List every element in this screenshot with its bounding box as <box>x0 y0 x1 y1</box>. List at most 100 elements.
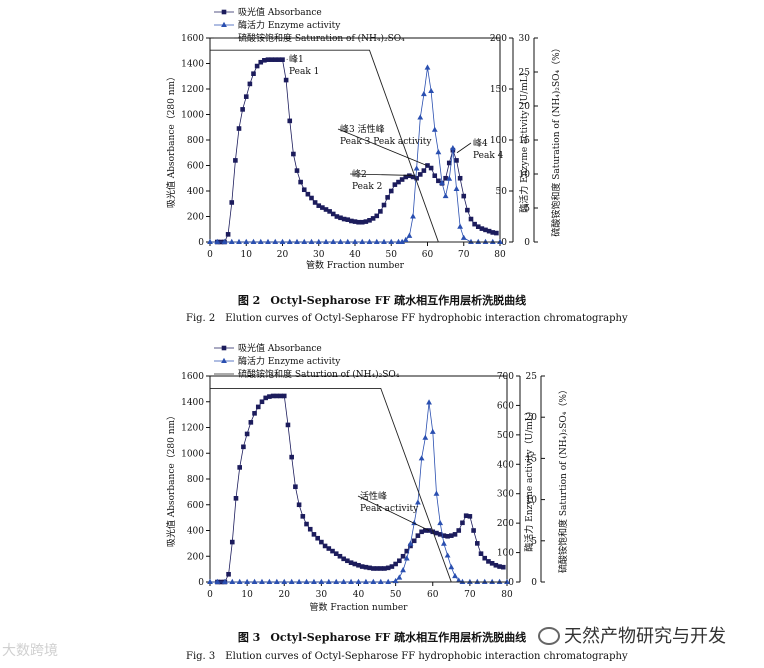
enzyme-point <box>406 232 413 238</box>
absorbance-point <box>330 211 336 217</box>
enzyme-point <box>385 578 392 584</box>
enzyme-point <box>281 578 288 584</box>
enzyme-point <box>279 238 286 244</box>
y-right1-tick-label: 700 <box>497 372 514 382</box>
absorbance-point <box>363 564 369 570</box>
enzyme-point <box>433 490 440 496</box>
absorbance-point <box>274 393 280 399</box>
absorbance-point <box>463 513 469 518</box>
enzyme-point <box>243 238 250 244</box>
y-right1-axis-label: 酶活力 Enzyme activity（U/mL） <box>518 67 530 212</box>
absorbance-point <box>479 226 485 231</box>
absorbance-point <box>345 217 351 222</box>
enzyme-point <box>333 578 340 584</box>
absorbance-point <box>276 57 282 62</box>
absorbance-point <box>315 535 320 541</box>
absorbance-point <box>437 532 443 537</box>
x-tick-label: 0 <box>207 590 213 600</box>
absorbance-point <box>320 205 325 210</box>
enzyme-point <box>296 578 302 584</box>
enzyme-point <box>359 238 366 244</box>
y-left-tick-label: 200 <box>187 213 204 223</box>
y-right2-tick-label: 0 <box>531 578 537 588</box>
absorbance-point <box>385 195 390 200</box>
wechat-icon <box>538 627 560 645</box>
y-right2-tick-label: 5 <box>524 204 530 214</box>
enzyme-point <box>431 126 438 132</box>
absorbance-point <box>236 126 242 131</box>
enzyme-point <box>381 238 387 244</box>
caption-en-label: Fig. 2 <box>186 313 216 324</box>
absorbance-point <box>359 219 365 225</box>
absorbance-point <box>399 177 405 182</box>
absorbance-point <box>374 213 380 219</box>
absorbance-point <box>293 484 298 490</box>
annotation-text: 峰4 <box>473 138 488 149</box>
legend-square-marker <box>221 345 227 351</box>
y-left-tick-label: 1600 <box>181 372 204 382</box>
enzyme-point <box>437 519 444 526</box>
absorbance-point <box>371 566 376 571</box>
enzyme-point <box>429 428 436 434</box>
enzyme-point <box>407 540 414 546</box>
enzyme-point <box>475 238 482 244</box>
absorbance-point <box>341 216 347 222</box>
absorbance-point <box>415 533 421 538</box>
absorbance-point <box>378 209 383 214</box>
absorbance-point <box>258 59 264 65</box>
absorbance-point <box>233 496 239 501</box>
series-line-triangle <box>210 402 507 583</box>
y-right2-tick-label: 5 <box>531 537 537 547</box>
absorbance-point <box>287 118 293 124</box>
series-line-line <box>210 49 500 243</box>
absorbance-point <box>263 395 268 401</box>
absorbance-point <box>272 57 278 62</box>
enzyme-point <box>273 578 280 584</box>
annotation-arrow <box>337 128 428 166</box>
absorbance-point <box>410 174 416 180</box>
y-right1-tick-label: 200 <box>497 519 514 529</box>
absorbance-point <box>403 174 409 180</box>
watermark-right-text: 天然产物研究与开发 <box>564 626 726 647</box>
enzyme-point <box>259 578 265 584</box>
series-line-square <box>217 395 504 583</box>
enzyme-point <box>415 499 421 505</box>
absorbance-point <box>393 561 398 567</box>
enzyme-point <box>373 238 380 244</box>
y-left-tick-label: 1000 <box>181 449 204 459</box>
absorbance-point <box>247 81 253 87</box>
x-tick-label: 30 <box>313 250 325 260</box>
y-right2-tick-label: 30 <box>519 34 531 44</box>
enzyme-point <box>403 555 410 561</box>
enzyme-point <box>344 238 351 244</box>
absorbance-point <box>226 571 231 577</box>
absorbance-point <box>472 221 477 227</box>
absorbance-point <box>305 191 311 197</box>
enzyme-point <box>303 578 310 584</box>
absorbance-point <box>323 207 329 212</box>
absorbance-point <box>338 215 343 221</box>
enzyme-point <box>370 578 377 584</box>
absorbance-point <box>278 393 283 399</box>
enzyme-point <box>363 578 369 584</box>
legend-label: 硫酸铵饱和度 Saturation of (NH₄)₂SO₄ <box>238 32 405 44</box>
y-left-axis-label: 吸光值 Absorbance（280 nm） <box>165 72 177 208</box>
y-left-tick-label: 800 <box>187 136 204 146</box>
enzyme-point <box>410 213 416 219</box>
absorbance-point <box>489 561 495 566</box>
x-tick-label: 50 <box>386 250 398 260</box>
absorbance-point <box>244 431 250 437</box>
y-left-tick-label: 1600 <box>181 34 204 44</box>
enzyme-point <box>497 238 503 244</box>
absorbance-point <box>254 63 260 69</box>
absorbance-point <box>457 175 463 181</box>
enzyme-point <box>453 185 460 191</box>
absorbance-point <box>359 564 365 569</box>
y-right1-tick-label: 400 <box>497 460 514 470</box>
x-tick-label: 10 <box>241 590 253 600</box>
enzyme-point <box>366 238 373 244</box>
y-right2-tick-label: 20 <box>526 413 538 423</box>
y-left-tick-label: 600 <box>187 501 204 511</box>
enzyme-point <box>417 114 424 120</box>
enzyme-point <box>377 578 384 584</box>
